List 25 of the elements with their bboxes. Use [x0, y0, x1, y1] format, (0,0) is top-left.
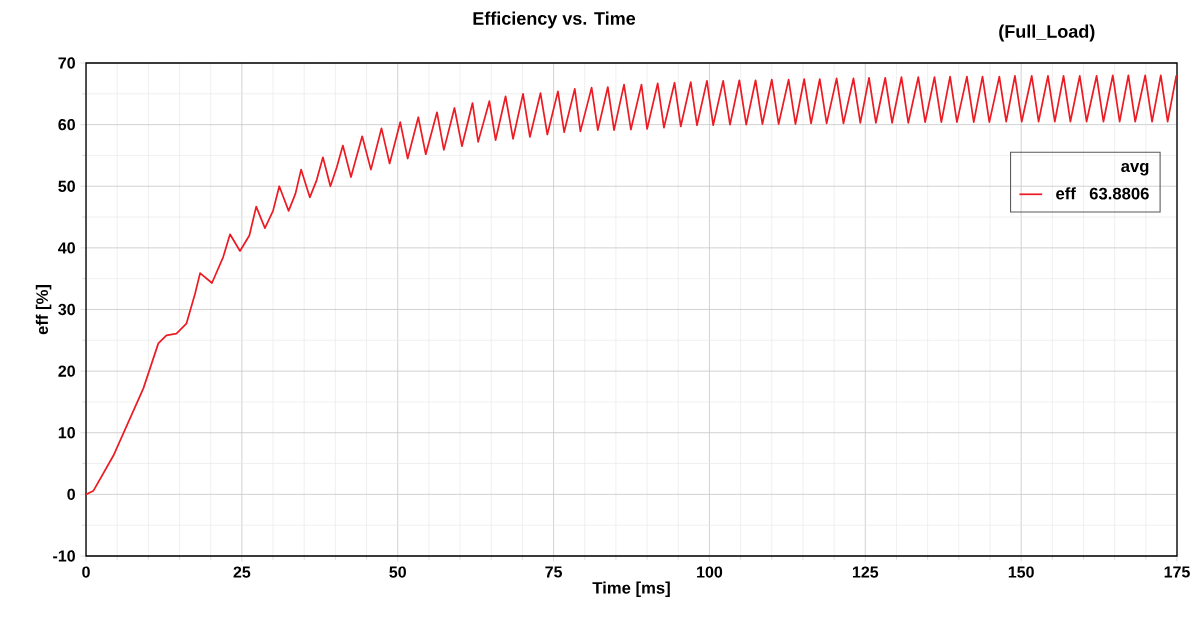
- y-tick-label: 60: [58, 118, 75, 131]
- y-tick-label: 70: [58, 57, 75, 69]
- y-tick-label: 40: [58, 242, 75, 254]
- x-tick-label: 175: [1164, 566, 1190, 578]
- y-tick-label: 0: [67, 488, 75, 501]
- x-tick-label: 100: [697, 566, 723, 578]
- x-tick-label: 0: [82, 566, 90, 578]
- y-tick-label: 30: [58, 303, 75, 316]
- x-tick-label: 50: [389, 566, 406, 578]
- x-tick-label: 125: [852, 566, 879, 578]
- x-axis-title: Time [ms]: [592, 581, 670, 598]
- legend-title: avg: [1121, 162, 1149, 176]
- x-tick-label: 25: [233, 566, 251, 578]
- annotation: 63.8806: [1089, 187, 1149, 200]
- y-tick-label: 50: [58, 180, 75, 192]
- legend-label: eff: [1056, 187, 1076, 200]
- y-tick-label: 10: [58, 427, 75, 439]
- y-tick-label: 20: [58, 365, 75, 377]
- chart-title: Efficiency vs. Time: [473, 11, 636, 29]
- x-tick-label: 150: [1008, 566, 1034, 578]
- y-axis-title: eff [%]: [35, 284, 52, 335]
- y-tick-label: -10: [53, 550, 75, 562]
- line-series: [86, 74, 1177, 496]
- chart-subtitle: (Full_Load): [999, 24, 1095, 42]
- x-tick-label: 75: [545, 566, 563, 578]
